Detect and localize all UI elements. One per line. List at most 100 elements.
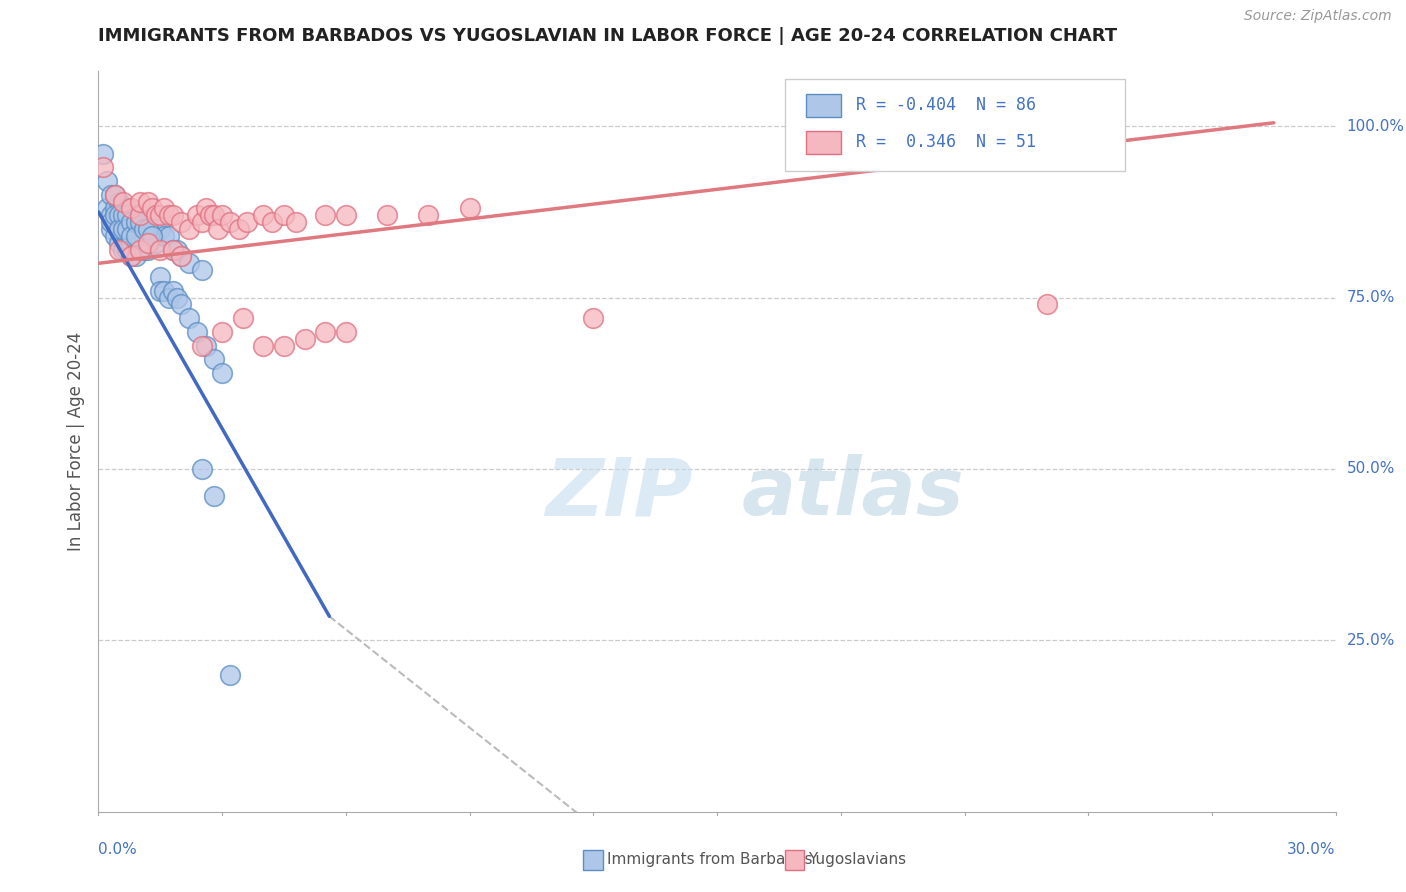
- Point: [170, 250, 193, 264]
- Point: [149, 222, 172, 236]
- Point: [157, 208, 180, 222]
- Point: [157, 291, 180, 305]
- Point: [112, 243, 135, 257]
- Point: [112, 228, 135, 243]
- Point: [252, 338, 274, 352]
- Point: [211, 366, 233, 380]
- Point: [153, 228, 176, 243]
- Point: [141, 228, 163, 243]
- Point: [120, 202, 142, 216]
- Point: [96, 202, 118, 216]
- Point: [335, 325, 357, 339]
- Point: [108, 235, 131, 250]
- Point: [162, 208, 184, 222]
- Point: [162, 284, 184, 298]
- Point: [179, 256, 201, 270]
- Point: [117, 215, 139, 229]
- Point: [108, 194, 131, 209]
- Point: [194, 202, 217, 216]
- Text: 25.0%: 25.0%: [1347, 632, 1395, 648]
- Text: 50.0%: 50.0%: [1347, 461, 1395, 476]
- Point: [149, 284, 172, 298]
- Point: [207, 222, 229, 236]
- Point: [149, 243, 172, 257]
- Point: [96, 174, 118, 188]
- Point: [141, 202, 163, 216]
- Point: [104, 208, 127, 222]
- Point: [260, 215, 283, 229]
- FancyBboxPatch shape: [785, 78, 1125, 171]
- Point: [232, 311, 254, 326]
- Point: [136, 222, 159, 236]
- Point: [132, 222, 155, 236]
- Point: [162, 243, 184, 257]
- Point: [124, 215, 146, 229]
- Point: [124, 228, 146, 243]
- Point: [157, 228, 180, 243]
- Point: [1036, 297, 1059, 311]
- Point: [273, 208, 295, 222]
- Text: Yugoslavians: Yugoslavians: [808, 853, 907, 867]
- Point: [128, 208, 150, 222]
- Point: [211, 208, 233, 222]
- Point: [117, 202, 139, 216]
- Point: [170, 250, 193, 264]
- Point: [100, 187, 122, 202]
- Point: [104, 187, 127, 202]
- Point: [186, 208, 208, 222]
- Text: IMMIGRANTS FROM BARBADOS VS YUGOSLAVIAN IN LABOR FORCE | AGE 20-24 CORRELATION C: IMMIGRANTS FROM BARBADOS VS YUGOSLAVIAN …: [98, 27, 1118, 45]
- Point: [190, 338, 212, 352]
- Point: [128, 208, 150, 222]
- Point: [153, 284, 176, 298]
- Point: [136, 243, 159, 257]
- Point: [219, 667, 242, 681]
- Point: [136, 194, 159, 209]
- Point: [132, 243, 155, 257]
- Point: [149, 208, 172, 222]
- Point: [124, 250, 146, 264]
- Point: [190, 263, 212, 277]
- Point: [132, 228, 155, 243]
- Point: [179, 222, 201, 236]
- Point: [128, 243, 150, 257]
- Point: [124, 208, 146, 222]
- Text: 30.0%: 30.0%: [1288, 842, 1336, 857]
- Point: [108, 222, 131, 236]
- Point: [128, 235, 150, 250]
- Point: [194, 338, 217, 352]
- Point: [120, 222, 142, 236]
- Point: [375, 208, 398, 222]
- Point: [190, 462, 212, 476]
- Point: [120, 250, 142, 264]
- Point: [128, 194, 150, 209]
- Point: [458, 202, 481, 216]
- Point: [120, 235, 142, 250]
- Point: [124, 222, 146, 236]
- Point: [145, 222, 167, 236]
- Point: [120, 228, 142, 243]
- Point: [294, 332, 316, 346]
- Point: [120, 208, 142, 222]
- Point: [104, 228, 127, 243]
- Point: [211, 325, 233, 339]
- Text: Source: ZipAtlas.com: Source: ZipAtlas.com: [1244, 9, 1392, 23]
- Point: [108, 222, 131, 236]
- Point: [117, 243, 139, 257]
- Text: 75.0%: 75.0%: [1347, 290, 1395, 305]
- Point: [128, 222, 150, 236]
- Y-axis label: In Labor Force | Age 20-24: In Labor Force | Age 20-24: [66, 332, 84, 551]
- Text: 0.0%: 0.0%: [98, 842, 138, 857]
- Point: [582, 311, 605, 326]
- Point: [108, 208, 131, 222]
- Point: [104, 202, 127, 216]
- Point: [100, 222, 122, 236]
- Point: [100, 215, 122, 229]
- Point: [136, 228, 159, 243]
- Point: [136, 215, 159, 229]
- Point: [117, 208, 139, 222]
- Point: [112, 215, 135, 229]
- Point: [162, 243, 184, 257]
- Point: [91, 161, 114, 175]
- Point: [202, 352, 225, 367]
- Point: [108, 208, 131, 222]
